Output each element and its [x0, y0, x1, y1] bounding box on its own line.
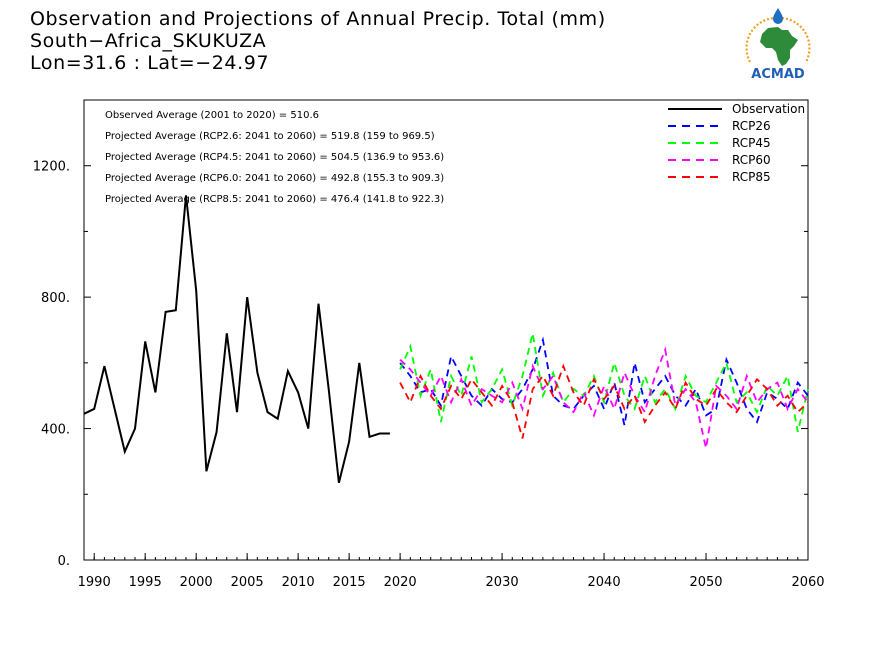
station-name: South−Africa_SKUKUZA: [30, 30, 267, 52]
average-annotation: Projected Average (RCP2.6: 2041 to 2060)…: [105, 131, 435, 142]
raindrop-icon: [773, 8, 783, 24]
series-line-rcp45: [399, 333, 809, 433]
x-tick-label: 2030: [486, 575, 519, 590]
y-tick-label: 0.: [58, 554, 70, 569]
legend-label: RCP45: [732, 136, 771, 150]
logo-text: ACMAD: [751, 67, 805, 82]
series-line-rcp60: [399, 346, 809, 449]
x-tick-label: 2060: [791, 575, 824, 590]
series-line-observation: [83, 195, 390, 484]
chart-title: Observation and Projections of Annual Pr…: [30, 8, 606, 30]
x-tick-label: 2000: [180, 575, 213, 590]
average-annotation: Projected Average (RCP6.0: 2041 to 2060)…: [105, 173, 444, 184]
y-tick-label: 400.: [41, 423, 70, 438]
x-tick-label: 1995: [129, 575, 162, 590]
x-tick-label: 2005: [231, 575, 264, 590]
station-coordinates: Lon=31.6 : Lat=−24.97: [30, 52, 270, 74]
average-annotation: Projected Average (RCP8.5: 2041 to 2060)…: [105, 194, 444, 205]
legend-label: Observation: [732, 102, 805, 116]
x-tick-label: 2015: [333, 575, 366, 590]
series-line-rcp85: [399, 363, 809, 439]
africa-map-icon: [760, 27, 798, 66]
plot-frame: [83, 99, 809, 561]
x-tick-label: 1990: [78, 575, 111, 590]
average-annotation: Observed Average (2001 to 2020) = 510.6: [105, 110, 319, 121]
x-tick-label: 2050: [689, 575, 722, 590]
series-line-rcp26: [399, 336, 809, 426]
legend-label: RCP60: [732, 153, 771, 167]
legend-label: RCP26: [732, 119, 771, 133]
y-tick-label: 1200.: [33, 160, 70, 175]
x-tick-label: 2040: [588, 575, 621, 590]
x-tick-label: 2010: [282, 575, 315, 590]
y-tick-label: 800.: [41, 291, 70, 306]
acmad-logo: ACMAD: [745, 8, 811, 82]
x-tick-label: 2020: [384, 575, 417, 590]
legend-label: RCP85: [732, 170, 771, 184]
average-annotation: Projected Average (RCP4.5: 2041 to 2060)…: [105, 152, 444, 163]
